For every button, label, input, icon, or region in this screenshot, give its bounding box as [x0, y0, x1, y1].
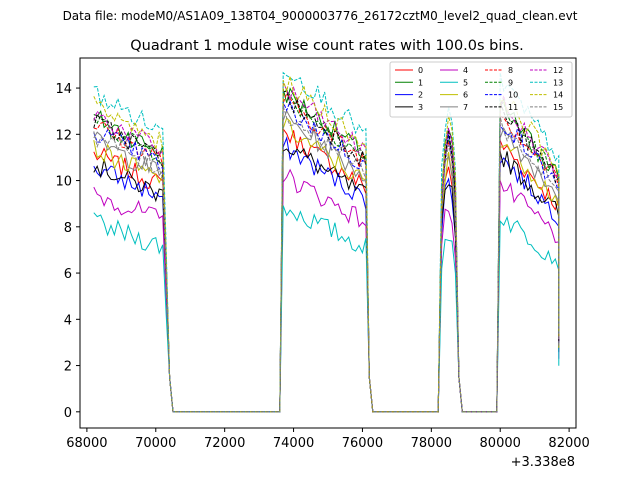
legend-label-module-1: 1 [418, 78, 423, 87]
series-line-module-15 [93, 105, 560, 413]
legend-label-module-2: 2 [418, 91, 423, 100]
legend-label-module-3: 3 [418, 103, 423, 112]
series-line-module-13 [93, 71, 560, 413]
series-line-module-4 [93, 168, 560, 413]
x-tick-label: 70000 [135, 436, 176, 451]
series-line-module-12 [93, 82, 560, 413]
legend-label-module-11: 11 [508, 103, 518, 112]
x-tick-label: 78000 [411, 436, 452, 451]
x-axis-offset-label: +3.338e8 [511, 455, 575, 470]
series-line-module-11 [93, 90, 560, 413]
series-line-module-0 [93, 127, 560, 413]
x-tick-label: 80000 [480, 436, 521, 451]
series-line-module-2 [93, 136, 560, 413]
series-line-module-7 [93, 109, 560, 413]
legend-label-module-15: 15 [553, 103, 563, 112]
y-tick-label: 12 [55, 128, 72, 143]
y-tick-label: 4 [64, 313, 72, 328]
y-axis-ticks: 0 2 4 6 8 10 12 14 [55, 82, 80, 421]
legend-label-module-4: 4 [463, 66, 468, 75]
x-tick-label: 76000 [342, 436, 383, 451]
legend-label-module-13: 13 [553, 78, 563, 87]
legend-label-module-8: 8 [508, 66, 513, 75]
legend-label-module-12: 12 [553, 66, 563, 75]
axes-frame [79, 57, 577, 429]
legend-label-module-6: 6 [463, 91, 468, 100]
x-tick-label: 82000 [548, 436, 589, 451]
y-tick-label: 14 [55, 82, 72, 97]
x-tick-label: 72000 [204, 436, 245, 451]
x-tick-label: 74000 [273, 436, 314, 451]
series-line-module-5 [93, 205, 560, 413]
legend-label-module-0: 0 [418, 66, 423, 75]
y-tick-label: 10 [55, 175, 72, 190]
y-tick-label: 6 [64, 267, 72, 282]
x-tick-label: 68000 [66, 436, 107, 451]
series-line-module-3 [93, 148, 560, 413]
chart-title: Quadrant 1 module wise count rates with … [130, 38, 524, 54]
y-tick-label: 0 [64, 406, 72, 421]
legend-label-module-9: 9 [508, 78, 513, 87]
series-layer [93, 71, 560, 413]
series-line-module-10 [93, 99, 560, 413]
legend-label-module-10: 10 [508, 91, 518, 100]
legend-label-module-5: 5 [463, 78, 468, 87]
data-file-suptitle: Data file: modeM0/AS1A09_138T04_90000037… [63, 9, 578, 23]
y-tick-label: 2 [64, 360, 72, 375]
legend-box [389, 61, 573, 118]
legend-label-module-7: 7 [463, 103, 468, 112]
legend-label-module-14: 14 [553, 91, 563, 100]
x-axis-ticks: 68000 70000 72000 74000 76000 78000 80000 82000 [66, 428, 590, 451]
y-tick-label: 8 [64, 221, 72, 236]
